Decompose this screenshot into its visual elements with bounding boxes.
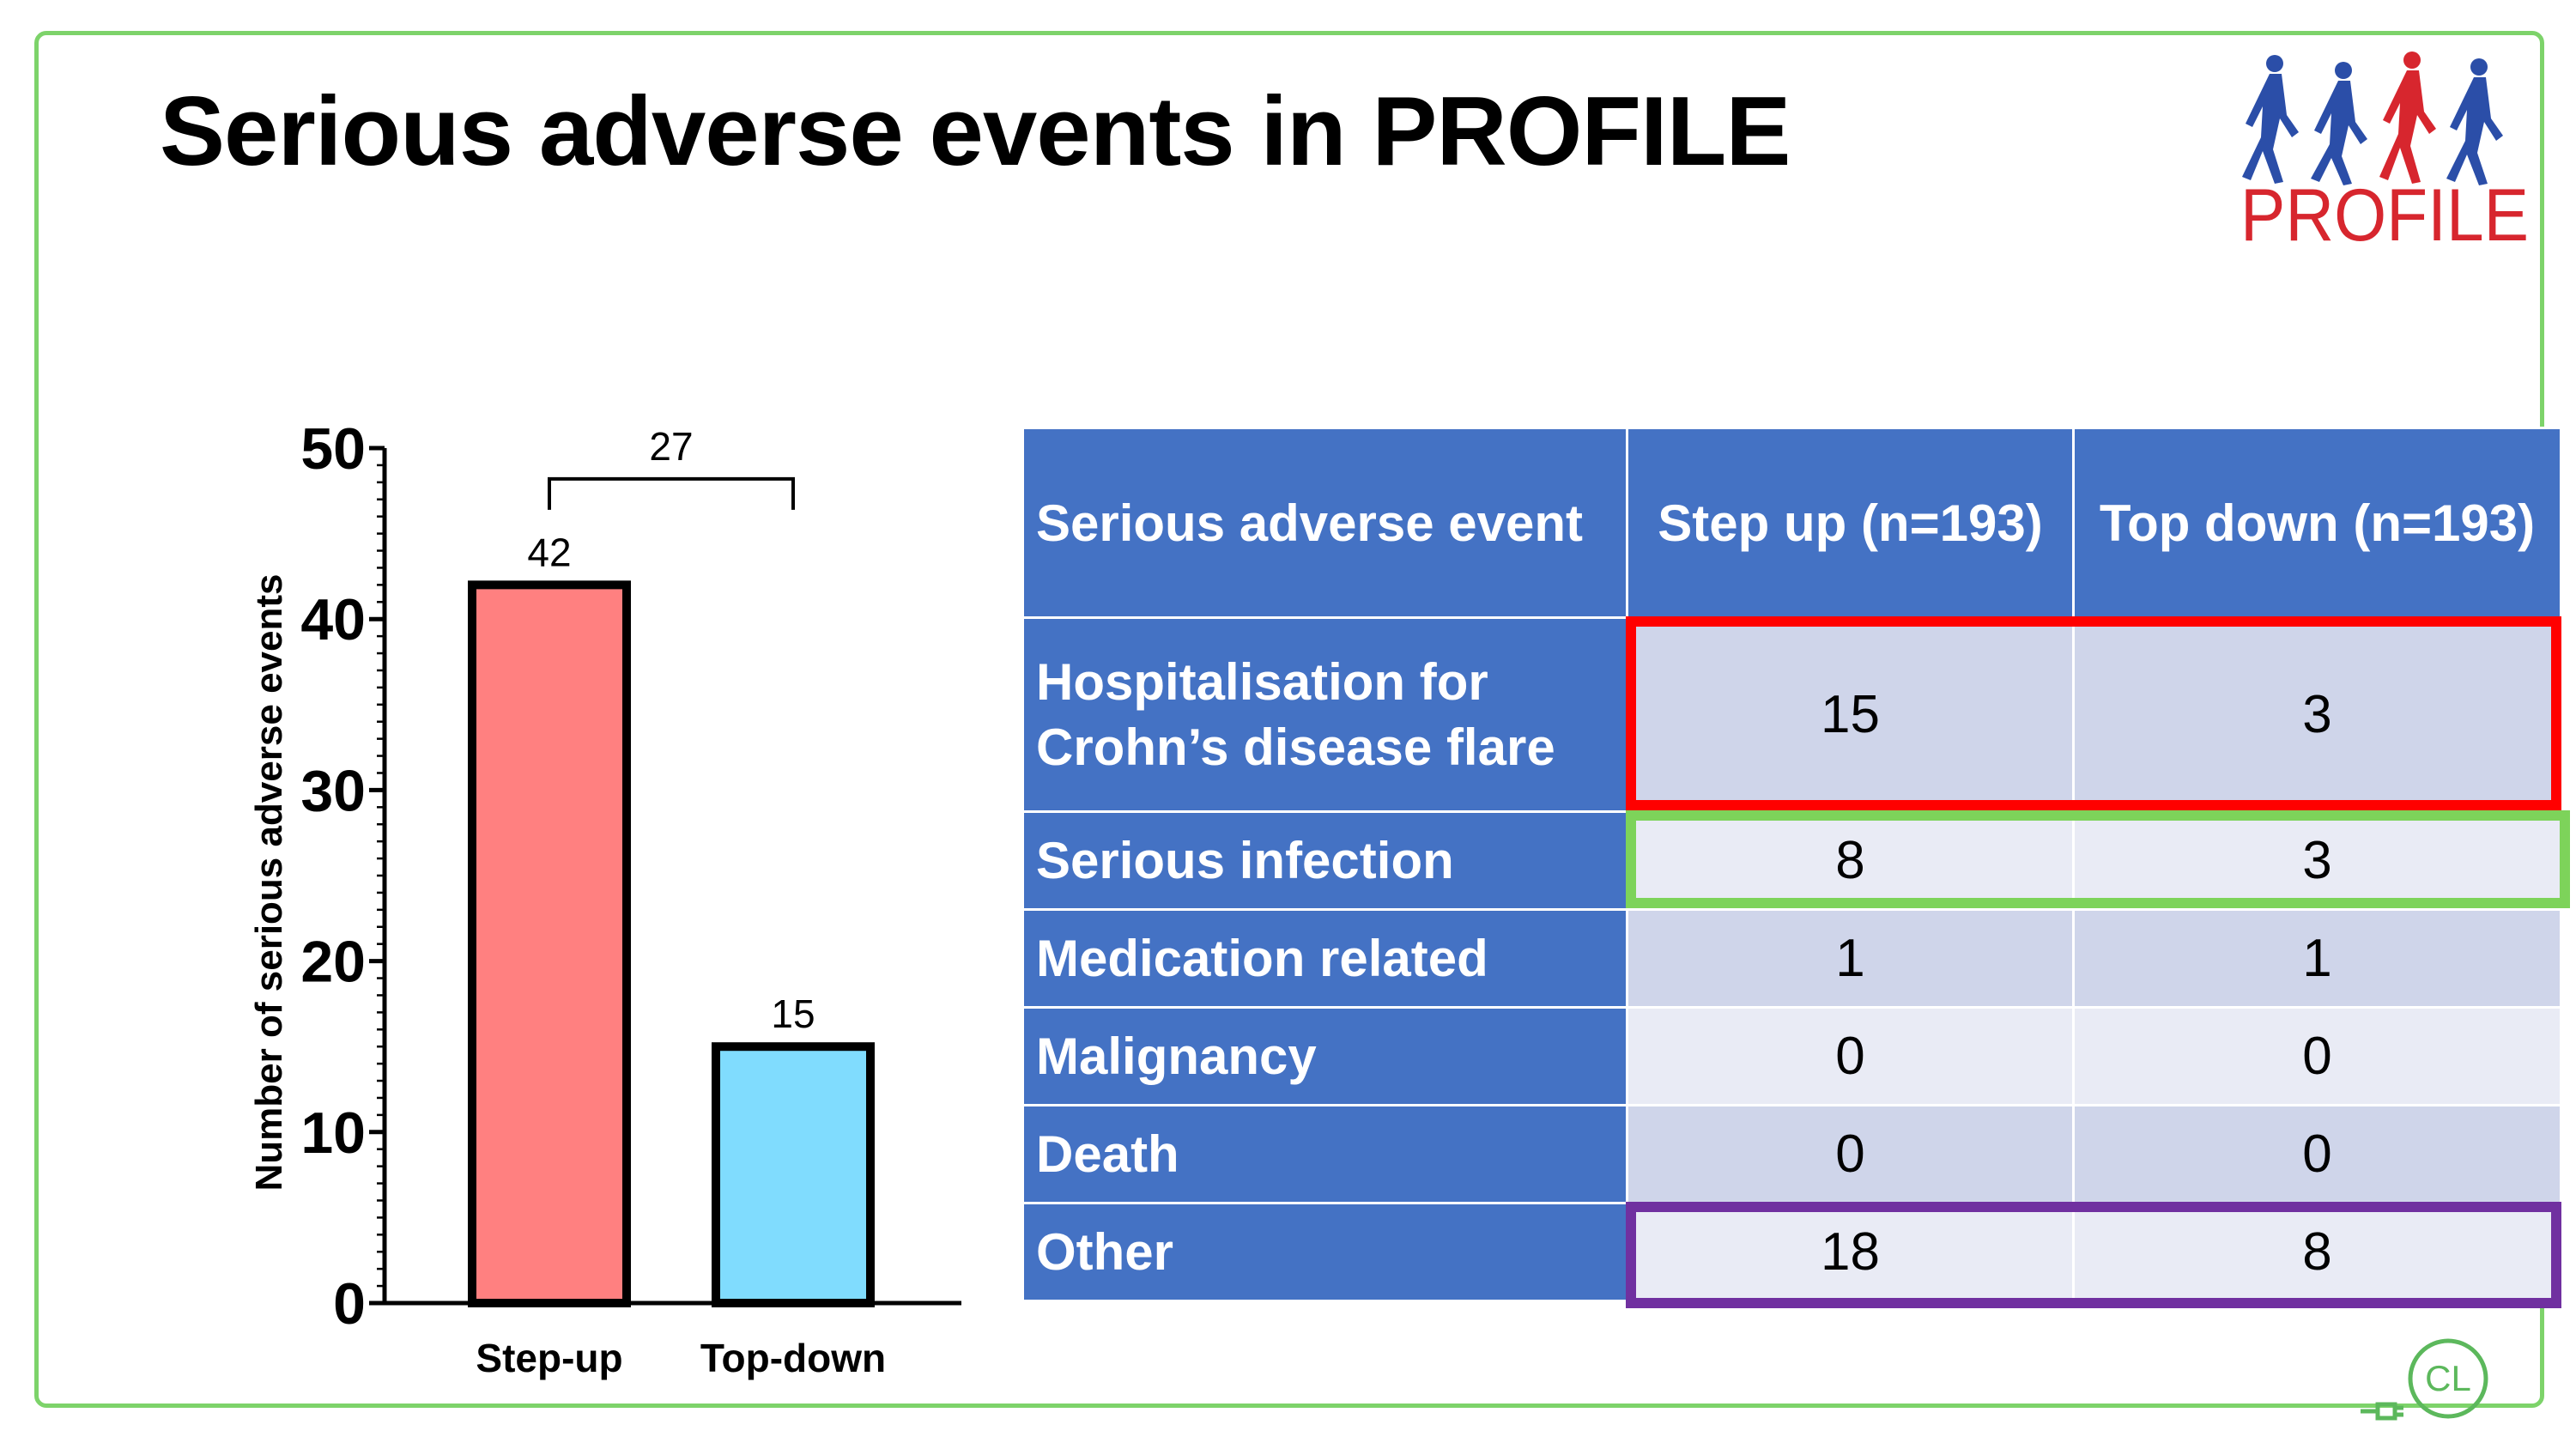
chart-labels: 0 10 20 30 40 50 42 Step-up 15 Top-down 27 [300,416,886,1380]
data-label: 15 [771,991,815,1036]
bar-top-down [712,1042,875,1307]
y-axis-title: Number of serious adverse events [248,574,290,1191]
step-up-value: 0 [1626,1006,2075,1106]
table-row: Death 0 0 [1021,1104,2562,1204]
table-header-event: Serious adverse event [1021,427,1628,619]
walking-figures-icon [2242,52,2503,185]
walking-figure-icon [2242,55,2299,184]
top-down-value: 0 [2072,1006,2562,1106]
row-label: Malignancy [1021,1006,1628,1106]
step-up-value: 15 [1626,616,2075,813]
row-label: Other [1021,1202,1628,1302]
row-label-line: Hospitalisation for [1036,652,1488,711]
step-up-value: 18 [1626,1202,2075,1302]
difference-bracket [548,476,795,510]
y-tick-label: 10 [300,1100,366,1166]
step-up-value: 0 [1626,1104,2075,1204]
bar-step-up [468,580,631,1308]
table-row: Medication related 1 1 [1021,908,2562,1009]
walking-figure-icon [2446,58,2503,185]
highlight-box-other [1626,1202,2561,1308]
bar-chart: Number of serious adverse events 0 10 20 30… [248,416,961,1380]
walking-figure-icon [2311,62,2367,185]
step-up-value: 1 [1626,908,2075,1009]
cl-logo-ring-icon [2408,1338,2488,1419]
table-header-step-up: Step up (n=193) [1626,427,2075,619]
top-down-value: 3 [2072,616,2562,813]
y-tick-label: 50 [300,416,366,482]
table-header-row: Serious adverse event Step up (n=193) To… [1021,427,2562,619]
step-up-value: 8 [1626,810,2075,911]
profile-logo-text: PROFILE [2240,174,2529,251]
row-label-line: Crohn’s disease flare [1036,718,1555,776]
x-tick-label: Step-up [476,1336,622,1380]
y-tick-label: 40 [300,587,366,652]
row-label: Serious infection [1021,810,1628,911]
table-row: Malignancy 0 0 [1021,1006,2562,1106]
data-label: 42 [527,530,571,574]
plug-icon [2361,1402,2403,1421]
cl-logo: CL [2361,1338,2488,1421]
table-header-top-down: Top down (n=193) [2072,427,2562,619]
slide-title: Serious adverse events in PROFILE [160,77,1791,186]
row-label: Hospitalisation for Crohn’s disease flar… [1021,616,1628,813]
table-row: Hospitalisation for Crohn’s disease flar… [1021,616,2562,813]
cl-logo-text: CL [2425,1358,2471,1398]
y-tick-label: 30 [300,758,366,823]
y-tick-label: 20 [300,930,366,995]
row-label: Death [1021,1104,1628,1204]
table-row: Other 18 8 [1021,1202,2562,1302]
row-label: Medication related [1021,908,1628,1009]
top-down-value: 1 [2072,908,2562,1009]
y-tick-label: 0 [333,1271,366,1337]
chart-bars [468,580,875,1308]
highlight-box-hospitalisation [1626,616,2561,810]
difference-label: 27 [649,424,693,469]
walking-figure-icon [2379,52,2436,184]
table-row: Serious infection 8 3 [1021,810,2562,911]
top-down-value: 8 [2072,1202,2562,1302]
x-tick-label: Top-down [700,1336,886,1380]
profile-logo: PROFILE [2240,52,2529,251]
top-down-value: 0 [2072,1104,2562,1204]
highlight-box-serious-infection [1626,810,2570,908]
adverse-events-table: Serious adverse event Step up (n=193) To… [1021,427,2562,1302]
